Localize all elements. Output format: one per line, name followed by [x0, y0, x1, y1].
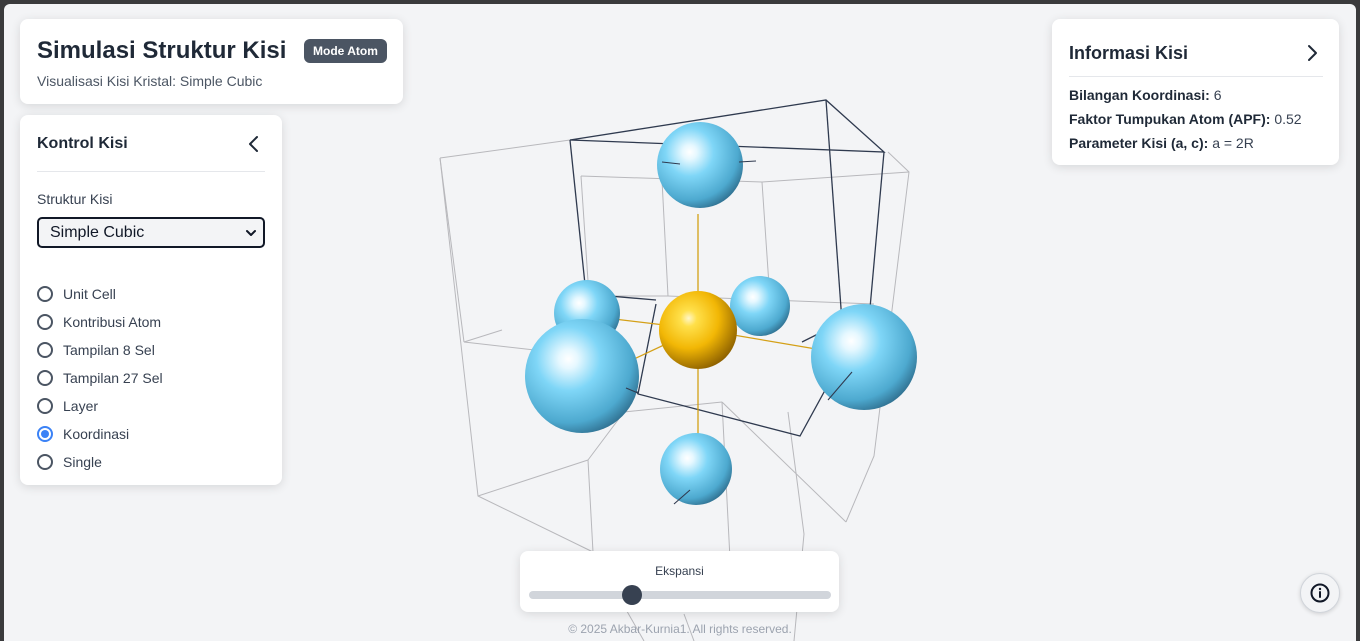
chevron-down-icon — [246, 230, 256, 236]
lattice-parameter-value: a = 2R — [1212, 135, 1254, 151]
radio-label: Kontribusi Atom — [63, 314, 162, 330]
center-atom[interactable] — [659, 291, 737, 369]
footer-copyright: © 2025 Akbar-Kurnia1. All rights reserve… — [568, 622, 792, 636]
structure-select[interactable]: Simple Cubic — [37, 217, 265, 248]
radio-button[interactable] — [37, 370, 53, 386]
radio-tampilan-8-sel[interactable]: Tampilan 8 Sel — [37, 336, 163, 364]
expansion-slider-card: Ekspansi — [520, 551, 839, 612]
radio-label: Unit Cell — [63, 286, 116, 302]
radio-tampilan-27-sel[interactable]: Tampilan 27 Sel — [37, 364, 163, 392]
apf-row: Faktor Tumpukan Atom (APF): 0.52 — [1069, 111, 1302, 127]
neighbor-atom-top[interactable] — [657, 122, 743, 208]
expansion-label: Ekspansi — [655, 564, 704, 578]
control-panel-title: Kontrol Kisi — [37, 135, 128, 152]
view-mode-radio-group: Unit Cell Kontribusi Atom Tampilan 8 Sel… — [37, 280, 163, 476]
expansion-slider-thumb[interactable] — [621, 585, 642, 605]
expansion-slider-track[interactable] — [529, 585, 831, 605]
info-panel-title: Informasi Kisi — [1069, 43, 1189, 63]
apf-label: Faktor Tumpukan Atom (APF): — [1069, 111, 1271, 127]
page-subtitle: Visualisasi Kisi Kristal: Simple Cubic — [37, 73, 263, 89]
radio-kontribusi-atom[interactable]: Kontribusi Atom — [37, 308, 163, 336]
control-divider — [37, 171, 265, 172]
title-card: Simulasi Struktur Kisi Mode Atom Visuali… — [20, 19, 403, 104]
lattice-info-panel: Informasi Kisi Bilangan Koordinasi: 6 Fa… — [1052, 19, 1339, 165]
apf-value: 0.52 — [1274, 111, 1302, 127]
radio-button-checked[interactable] — [37, 426, 53, 442]
radio-single[interactable]: Single — [37, 448, 163, 476]
page-title: Simulasi Struktur Kisi — [37, 37, 287, 64]
lattice-canvas[interactable] — [4, 4, 1356, 641]
info-divider — [1069, 76, 1323, 77]
info-circle-icon — [1310, 583, 1330, 603]
radio-button[interactable] — [37, 342, 53, 358]
radio-unit-cell[interactable]: Unit Cell — [37, 280, 163, 308]
neighbor-atom-bottom[interactable] — [660, 433, 732, 505]
radio-button[interactable] — [37, 398, 53, 414]
chevron-left-icon[interactable] — [244, 134, 264, 154]
radio-layer[interactable]: Layer — [37, 392, 163, 420]
radio-button[interactable] — [37, 286, 53, 302]
radio-button[interactable] — [37, 454, 53, 470]
neighbor-atom-left-front[interactable] — [525, 319, 639, 433]
coordination-value: 6 — [1213, 87, 1222, 103]
structure-select-value: Simple Cubic — [50, 223, 145, 241]
mode-atom-button[interactable]: Mode Atom — [304, 39, 387, 63]
app-viewport: Simulasi Struktur Kisi Mode Atom Visuali… — [4, 4, 1356, 641]
radio-label: Tampilan 8 Sel — [63, 342, 155, 358]
radio-label: Tampilan 27 Sel — [63, 370, 163, 386]
lattice-control-panel: Kontrol Kisi Struktur Kisi Simple Cubic … — [20, 115, 282, 485]
radio-button[interactable] — [37, 314, 53, 330]
neighbor-atom-right-front[interactable] — [811, 304, 917, 410]
radio-label: Single — [63, 454, 102, 470]
structure-label: Struktur Kisi — [37, 191, 113, 207]
radio-label: Koordinasi — [63, 426, 130, 442]
coordination-label: Bilangan Koordinasi: — [1069, 87, 1210, 103]
coordination-number-row: Bilangan Koordinasi: 6 — [1069, 87, 1221, 103]
radio-label: Layer — [63, 398, 99, 414]
radio-koordinasi[interactable]: Koordinasi — [37, 420, 163, 448]
info-button[interactable] — [1300, 573, 1340, 613]
front-edges — [625, 160, 853, 505]
lattice-parameter-row: Parameter Kisi (a, c): a = 2R — [1069, 135, 1254, 151]
neighbor-atom-right-back[interactable] — [730, 276, 790, 336]
chevron-right-icon[interactable] — [1302, 43, 1322, 63]
lattice-parameter-label: Parameter Kisi (a, c): — [1069, 135, 1209, 151]
